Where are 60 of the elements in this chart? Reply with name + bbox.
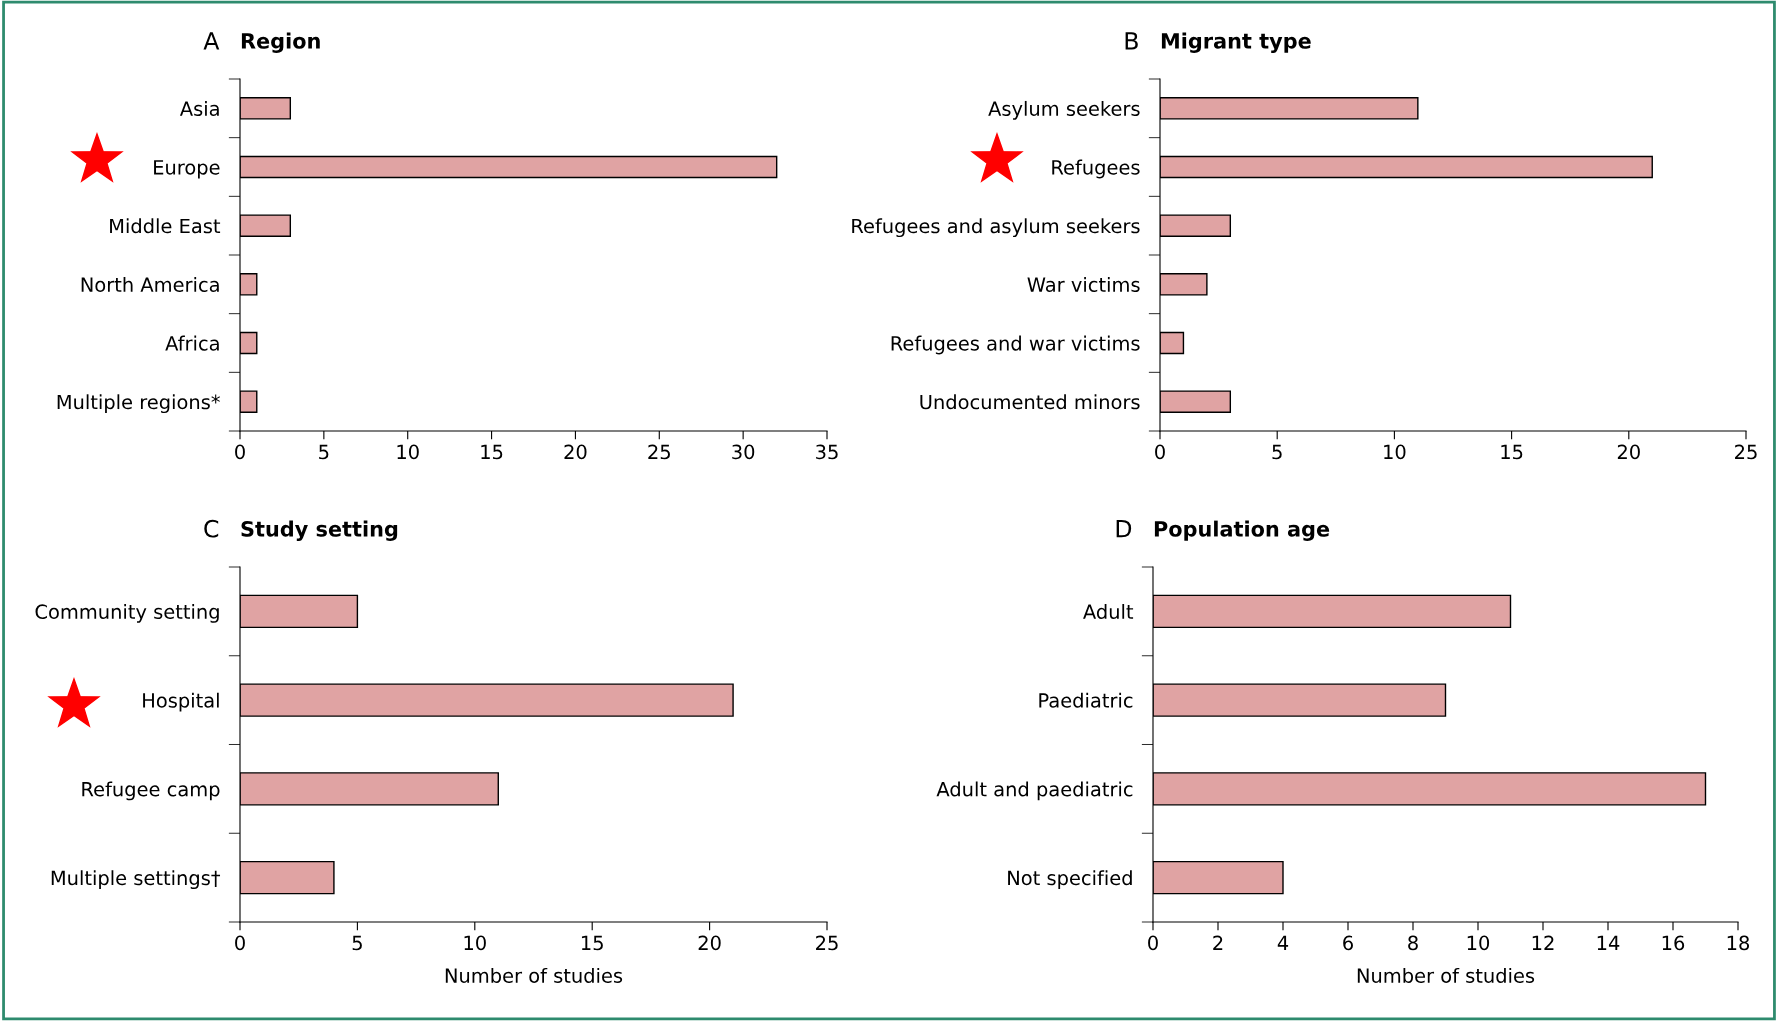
y-tick-label: Asylum seekers (988, 100, 1140, 120)
y-tick-label: Middle East (110, 218, 221, 234)
x-tick-label: 20 (1617, 444, 1640, 460)
x-tick-label: 10 (397, 444, 419, 460)
x-tick-label: 16 (1662, 935, 1685, 951)
chart-title: Study setting (241, 520, 398, 541)
y-tick-label: Refugees (1052, 159, 1140, 179)
x-axis-title: Number of studies (1357, 967, 1535, 983)
y-tick-label: Refugees and asylum seekers (852, 218, 1140, 238)
x-tick-label: 10 (1384, 444, 1406, 460)
text: B (1125, 32, 1138, 50)
y-tick-label: Hospital (143, 692, 219, 712)
y-tick-label: Paediatric (1039, 692, 1133, 708)
x-tick-label: 10 (464, 935, 486, 951)
x-tick-label: 2 (1213, 935, 1223, 950)
y-tick-label: Community setting (35, 603, 219, 623)
y-tick-label: Refugee camp (82, 781, 220, 801)
text: C (204, 519, 219, 538)
x-tick-label: 35 (816, 444, 838, 460)
y-tick-label: North America (81, 276, 219, 292)
y-tick-label: Adult and paediatric (936, 781, 1133, 801)
x-tick-label: 5 (352, 935, 362, 951)
chart-title: Region (241, 32, 320, 53)
x-tick-label: 5 (1272, 444, 1282, 460)
y-tick-label: Europe (154, 160, 220, 179)
x-tick-label: 5 (319, 444, 329, 460)
chart-title: Population age (1154, 520, 1330, 541)
x-tick-label: 6 (1343, 935, 1353, 951)
x-axis-title: Number of studies (445, 967, 623, 983)
y-tick-label: Multiple regions* (57, 394, 220, 414)
x-tick-label: 8 (1408, 935, 1418, 951)
x-tick-label: 15 (481, 444, 503, 460)
x-tick-label: 10 (1467, 935, 1490, 951)
y-tick-label: War victims (1027, 276, 1140, 292)
x-tick-label: 12 (1532, 935, 1554, 950)
x-tick-label: 20 (564, 444, 587, 460)
y-tick-label: Undocumented minors (920, 394, 1140, 410)
x-tick-label: 25 (648, 444, 670, 460)
text: D (1116, 520, 1132, 538)
y-tick-label: Not specified (1008, 870, 1132, 890)
x-tick-label: 25 (816, 935, 838, 951)
x-tick-label: 30 (732, 444, 755, 460)
y-tick-label: Africa (165, 335, 219, 351)
y-tick-label: Multiple settings† (51, 870, 221, 890)
x-tick-label: 25 (1735, 444, 1757, 460)
x-tick-label: 0 (1148, 935, 1158, 951)
x-tick-label: 20 (698, 935, 721, 951)
y-tick-label: Asia (179, 100, 219, 116)
x-tick-label: 4 (1277, 935, 1289, 950)
x-tick-label: 0 (235, 444, 245, 460)
x-tick-label: 0 (1155, 444, 1165, 460)
x-tick-label: 15 (581, 935, 603, 951)
x-tick-label: 15 (1501, 444, 1523, 460)
y-tick-label: Refugees and war victims (891, 335, 1140, 355)
chart-title: Migrant type (1161, 32, 1311, 53)
y-tick-label: Adult (1083, 603, 1134, 620)
x-tick-label: 18 (1727, 935, 1750, 951)
x-tick-label: 14 (1597, 935, 1620, 950)
text: A (203, 32, 220, 50)
x-tick-label: 0 (235, 935, 245, 951)
